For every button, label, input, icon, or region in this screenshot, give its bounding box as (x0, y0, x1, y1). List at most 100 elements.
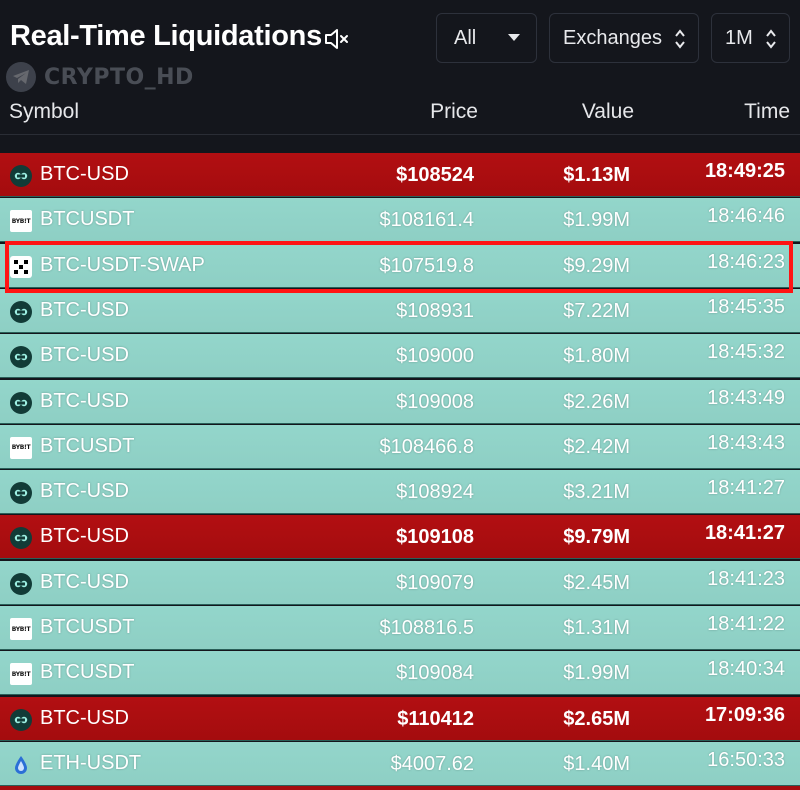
okx-icon (10, 255, 32, 278)
row-value: $1.40M (563, 752, 630, 775)
timeframe-value: 1M (725, 26, 753, 49)
row-time: 18:41:23 (707, 567, 785, 590)
table-row[interactable]: BYB!T BTCUSDT $108816.5 $1.31M 18:41:22 (0, 606, 800, 650)
row-value: $2.42M (563, 435, 630, 458)
column-header-symbol[interactable]: Symbol (9, 100, 80, 123)
table-row[interactable]: BTC-USD $109008 $2.26M 18:43:49 (0, 379, 800, 424)
row-symbol: BTC-USD (40, 298, 129, 321)
row-price: $108816.5 (379, 617, 474, 639)
huobi-icon (10, 391, 32, 414)
row-value: $9.29M (563, 254, 630, 277)
exchanges-filter-dropdown[interactable]: Exchanges (549, 13, 699, 63)
row-value: $3.21M (563, 481, 630, 504)
table-row[interactable]: BTC-USD $109079 $2.45M 18:41:23 (0, 560, 800, 605)
row-value: $2.65M (563, 707, 630, 730)
huobi-icon (10, 346, 32, 369)
row-time: 18:41:27 (707, 477, 785, 500)
table-row[interactable]: BTC-USD $110412 $2.65M 17:09:36 (0, 696, 800, 741)
row-price: $109084 (396, 662, 474, 685)
row-value: $1.31M (563, 617, 630, 639)
row-symbol: BTC-USD (40, 389, 129, 412)
row-price: $109000 (396, 345, 474, 368)
header-divider (0, 134, 800, 135)
row-symbol: BTCUSDT (40, 208, 135, 231)
huobi-icon (10, 165, 32, 187)
row-symbol: BTC-USD (40, 525, 129, 548)
huobi-icon (10, 708, 32, 731)
table-row[interactable]: BTC-USD $108931 $7.22M 18:45:35 (0, 288, 800, 333)
row-symbol: ETH-USDT (40, 751, 142, 774)
row-price: $109108 (396, 526, 474, 549)
row-price: $110412 (397, 707, 474, 730)
row-value: $9.79M (563, 526, 630, 549)
column-header-price[interactable]: Price (430, 100, 478, 123)
column-header-value[interactable]: Value (581, 100, 634, 123)
row-time: 18:41:22 (707, 613, 785, 635)
row-value: $1.13M (563, 164, 630, 186)
caret-down-icon (508, 34, 520, 41)
row-price: $107519.8 (379, 254, 474, 277)
row-time: 18:41:27 (704, 522, 785, 545)
side-filter-dropdown[interactable]: All (436, 13, 537, 63)
row-symbol: BTC-USD (40, 344, 129, 367)
row-price: $108161.4 (379, 209, 474, 232)
row-time: 18:46:23 (707, 250, 785, 273)
table-row[interactable]: ETH-USDT $4007.62 $1.40M 16:50:33 (0, 741, 800, 786)
row-price: $108524 (396, 164, 474, 186)
row-value: $1.99M (563, 209, 630, 232)
row-time: 18:43:43 (707, 431, 785, 454)
row-time: 18:43:49 (707, 386, 785, 409)
row-time: 18:45:32 (707, 341, 785, 364)
exchanges-filter-value: Exchanges (563, 26, 662, 49)
table-row[interactable]: BTC-USD $109108 $9.79M 18:41:27 (0, 515, 800, 560)
huobi-icon (10, 300, 32, 323)
table-row[interactable]: BTC-USDT-SWAP $107519.8 $9.29M 18:46:23 (0, 243, 800, 288)
table-row[interactable]: BYB!T BTCUSDT $108161.4 $1.99M 18:46:46 (0, 198, 800, 243)
bybit-icon: BYB!T (10, 210, 32, 233)
bybit-icon: BYB!T (10, 663, 32, 686)
table-row[interactable]: BTC-USD $109000 $1.80M 18:45:32 (0, 334, 800, 379)
side-filter-value: All (454, 26, 477, 49)
row-time: 16:50:33 (707, 748, 785, 771)
chevron-updown-icon (766, 29, 776, 49)
table-row[interactable]: BYB!T BTCUSDT $108466.8 $2.42M 18:43:43 (0, 424, 800, 469)
row-value: $1.99M (563, 662, 630, 685)
watermark: CRYPTO_HD (6, 62, 194, 92)
row-symbol: BTC-USD (40, 163, 129, 185)
row-symbol: BTC-USD (40, 706, 129, 729)
row-time: 18:49:25 (704, 160, 785, 182)
row-symbol: BTC-USD (40, 480, 129, 503)
row-time: 17:09:36 (704, 703, 785, 726)
row-value: $2.26M (563, 390, 630, 413)
table-row[interactable]: BTC-USD $108924 $3.21M 18:41:27 (0, 470, 800, 515)
bybit-icon: BYB!T (10, 436, 32, 459)
column-header-time[interactable]: Time (744, 100, 790, 123)
mute-icon[interactable] (323, 26, 351, 52)
row-price: $108924 (396, 481, 474, 504)
huobi-icon (10, 482, 32, 505)
table-row[interactable]: BTC-USD $108524 $1.13M 18:49:25 (0, 153, 800, 197)
row-symbol: BTCUSDT (40, 616, 135, 638)
row-price: $109008 (396, 390, 474, 413)
table-row[interactable]: BYB!T BTCUSDT $109084 $1.99M 18:40:34 (0, 651, 800, 696)
row-time: 18:46:46 (707, 205, 785, 228)
row-value: $1.80M (563, 345, 630, 368)
row-symbol: BTCUSDT (40, 661, 135, 684)
row-symbol: BTC-USD (40, 570, 129, 593)
eth-drop-icon (10, 754, 32, 776)
row-symbol: BTCUSDT (40, 434, 135, 457)
row-symbol: BTC-USDT-SWAP (40, 253, 205, 276)
bybit-icon: BYB!T (10, 618, 32, 640)
header-bar: Real-Time Liquidations CRYPTO_HD All Exc… (0, 0, 800, 92)
chevron-updown-icon (675, 29, 685, 49)
huobi-icon (10, 527, 32, 550)
row-value: $2.45M (563, 571, 630, 594)
row-time: 18:40:34 (707, 658, 785, 681)
page-title: Real-Time Liquidations (10, 20, 322, 52)
bottom-edge (0, 786, 800, 790)
row-time: 18:45:35 (707, 295, 785, 318)
watermark-text: CRYPTO_HD (44, 64, 194, 90)
timeframe-dropdown[interactable]: 1M (711, 13, 790, 63)
row-price: $108466.8 (379, 435, 474, 458)
row-price: $109079 (396, 571, 474, 594)
